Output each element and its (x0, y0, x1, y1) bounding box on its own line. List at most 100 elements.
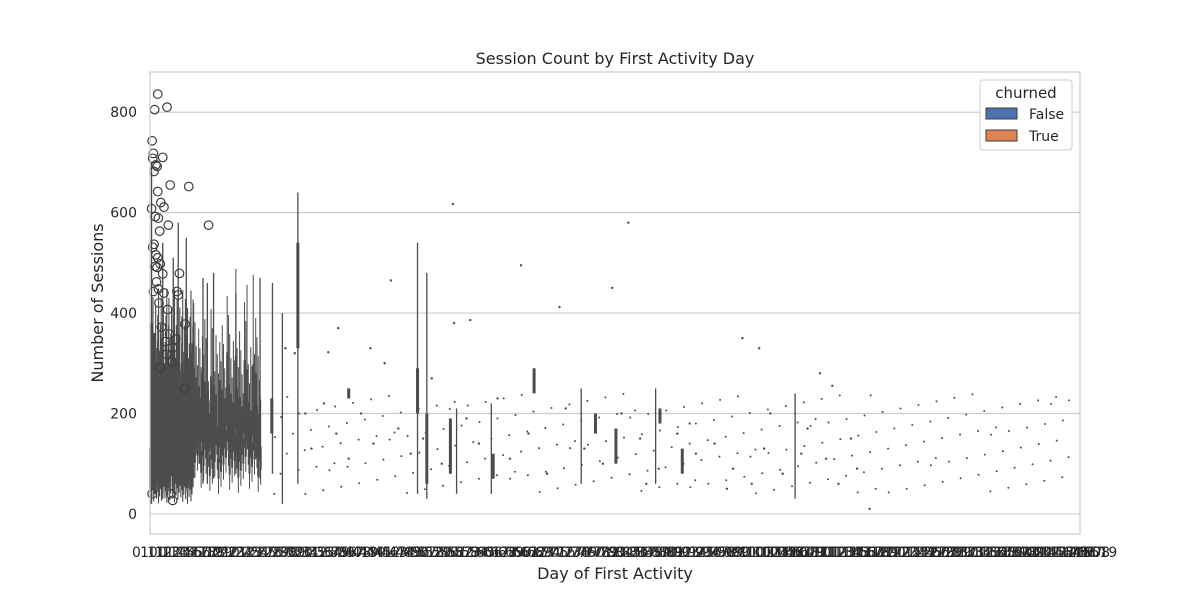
box (270, 398, 274, 434)
point (1067, 456, 1070, 459)
x-tick-label: 683 (527, 545, 554, 561)
point (514, 413, 517, 416)
box (165, 353, 169, 458)
point (971, 393, 974, 396)
point (604, 396, 607, 399)
point (513, 470, 516, 473)
point (736, 452, 739, 455)
point (1013, 466, 1016, 469)
box (189, 393, 193, 459)
point (472, 441, 475, 444)
point (905, 444, 908, 447)
point (508, 477, 511, 480)
point (340, 485, 343, 488)
box (215, 394, 218, 431)
x-tick-label: 166 (184, 545, 211, 561)
x-tick-label: 1112 (812, 545, 848, 561)
point (1008, 430, 1011, 433)
x-tick-label: 936 (695, 545, 722, 561)
point (916, 460, 919, 463)
x-tick-label: 265 (250, 545, 277, 561)
x-axis-ticks: 0 100111122133144155166177188199210221232… (132, 545, 1117, 561)
point (394, 475, 397, 478)
point (784, 404, 787, 407)
box (172, 358, 176, 479)
x-tick-label: 529 (425, 545, 452, 561)
x-tick-label: 1266 (914, 545, 950, 561)
x-tick-label: 969 (717, 545, 744, 561)
outlier-point (154, 298, 164, 308)
x-tick-label: 474 (388, 545, 415, 561)
point (748, 411, 751, 414)
point (947, 416, 950, 419)
point (707, 482, 710, 485)
outlier-point (148, 286, 159, 297)
box (223, 398, 226, 434)
point (339, 442, 342, 445)
x-tick-label: 1365 (980, 545, 1016, 561)
point (989, 490, 992, 493)
point (381, 414, 384, 417)
outlier-point (150, 249, 161, 260)
point (484, 400, 487, 403)
point (562, 467, 565, 470)
x-tick-label: 1024 (753, 545, 789, 561)
box (233, 434, 236, 461)
point (855, 467, 859, 470)
point (587, 443, 590, 446)
x-tick-label: 100 (140, 545, 167, 561)
outlier-point (203, 220, 214, 231)
point (372, 442, 375, 445)
point (833, 458, 836, 461)
point (484, 457, 487, 460)
point (718, 455, 721, 458)
x-tick-label: 1200 (870, 545, 906, 561)
point (1043, 423, 1046, 426)
x-tick-label: 661 (512, 545, 539, 561)
point (303, 449, 306, 452)
point (1061, 419, 1064, 422)
point (781, 472, 784, 475)
box (213, 417, 216, 462)
point (802, 401, 805, 404)
point (1001, 406, 1004, 409)
point (327, 425, 330, 428)
x-tick-label: 111 (147, 545, 174, 561)
point (569, 447, 572, 450)
x-tick-label: 1156 (841, 545, 877, 561)
point (713, 442, 716, 445)
x-tick-label: 716 (549, 545, 576, 561)
x-tick-label: 1475 (1053, 545, 1089, 561)
point (923, 484, 926, 487)
point (452, 321, 456, 325)
point (364, 462, 367, 465)
box (235, 423, 239, 454)
point (616, 412, 619, 415)
point (327, 351, 330, 354)
point (706, 439, 709, 442)
box (229, 393, 232, 444)
box (192, 368, 195, 439)
x-tick-label: 243 (235, 545, 262, 561)
x-tick-label: 1123 (819, 545, 855, 561)
box (191, 423, 195, 479)
x-tick-label: 1354 (972, 545, 1008, 561)
point (508, 434, 511, 437)
box (176, 363, 180, 484)
legend-swatch-false (985, 107, 1018, 120)
point (868, 507, 871, 511)
outlier-point (156, 322, 167, 333)
x-tick-label: 1431 (1023, 545, 1059, 561)
outlier-point (152, 262, 163, 273)
point (335, 432, 338, 435)
point (285, 452, 288, 455)
point (887, 447, 890, 450)
outlier-point (147, 488, 158, 499)
x-tick-label: 1211 (877, 545, 913, 561)
point (490, 437, 493, 440)
outlier-point (153, 213, 164, 224)
point (389, 279, 393, 282)
point (923, 440, 926, 443)
box (159, 338, 163, 489)
point (665, 409, 668, 412)
